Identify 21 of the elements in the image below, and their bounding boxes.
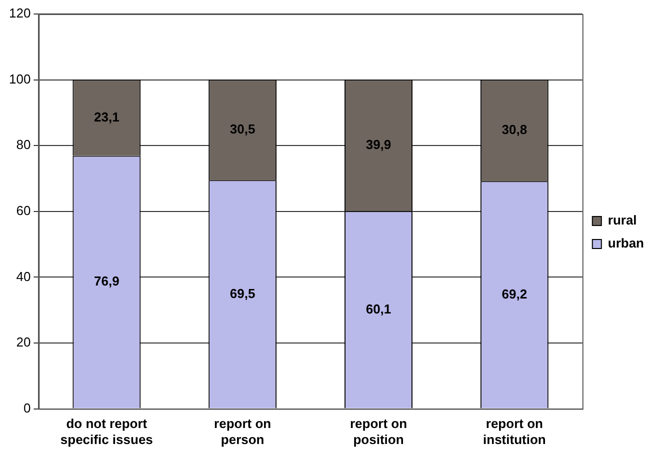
legend-label: rural [608, 212, 637, 228]
data-label: 23,1 [94, 109, 120, 124]
data-label: 69,2 [502, 286, 528, 302]
y-tick-label: 100 [8, 71, 31, 86]
data-label: 76,9 [94, 274, 120, 289]
y-tick-label: 0 [23, 400, 31, 416]
legend-label: urban [608, 236, 644, 251]
data-label: 39,9 [366, 137, 392, 152]
data-label: 30,5 [230, 122, 256, 137]
y-tick-label: 20 [16, 334, 31, 350]
data-label: 60,1 [366, 301, 392, 316]
x-tick-label: do not report specific issues [60, 416, 153, 447]
y-tick-label: 120 [8, 6, 31, 21]
x-tick-label: report on institution [483, 416, 546, 447]
x-tick-label: report on position [350, 416, 408, 447]
y-tick-label: 40 [16, 268, 31, 284]
data-label: 69,5 [230, 286, 256, 301]
data-label: 30,8 [502, 122, 528, 138]
y-tick-label: 60 [16, 202, 31, 218]
y-tick-label: 80 [16, 137, 31, 152]
x-tick-label: report on person [214, 416, 272, 447]
